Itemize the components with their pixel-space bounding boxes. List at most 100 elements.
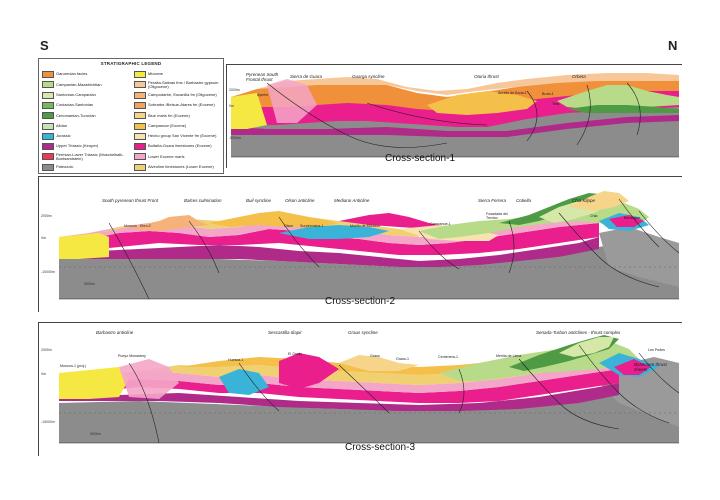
section-3-well-label: Merilla de Liena: [496, 354, 522, 358]
section-2-well-label: Campanue-1: [430, 222, 451, 226]
legend-item: Campanuar (Eocene): [134, 122, 226, 131]
legend-label: Santonian-Campanian: [56, 91, 96, 97]
legend-swatch: [134, 101, 146, 109]
cross-section-1-title: Cross-section-1: [384, 153, 456, 164]
section-3-annotation: Graus syncline: [348, 330, 378, 335]
section-2-well-label: Benasque: [624, 216, 641, 220]
section-3-scale-label: -10000m: [41, 420, 55, 424]
section-1-scale-label: -5000m: [229, 136, 241, 140]
section-2-scale-label: 5000m: [84, 282, 95, 286]
section-2-annotation: Sierra Ferrera: [478, 198, 507, 203]
legend-swatch: [42, 81, 54, 89]
legend-swatch: [134, 91, 146, 99]
section-2-annotation: Olson anticline: [285, 198, 315, 203]
section-2-well-label: Surpirenaica-1: [300, 224, 324, 228]
legend-swatch: [134, 122, 146, 130]
legend-label: Lower Eocene marls: [148, 153, 185, 159]
section-3-well-label: Huesca-1: [228, 358, 244, 362]
legend-item: Santonian-Campanian: [42, 91, 134, 100]
section-3-annotation: Sescastilla diapir: [268, 330, 302, 335]
section-3-scale-label: 2000m: [41, 348, 52, 352]
section-3-scale-label: 5000m: [90, 432, 101, 436]
legend-swatch: [134, 163, 146, 171]
legend-label: Campanian-Maastrichtian: [56, 81, 102, 87]
legend-swatch: [134, 132, 146, 140]
section-3-well-label: Monzon-1 (proj.): [60, 364, 87, 368]
compass-south: S: [40, 38, 49, 53]
legend-label: Paleozoic: [56, 164, 74, 170]
section-1-well-label: Aurelio de Boria-1: [498, 91, 527, 95]
section-1-annotation: Orbeta: [572, 74, 586, 79]
section-3-scale-label: 0m: [41, 372, 46, 376]
section-2-scale-label: -10000m: [41, 270, 55, 274]
cross-section-1-drawing: [227, 65, 683, 169]
legend-item: Upper Triassic (Keuper): [42, 142, 134, 151]
legend-label: Peralta-Salinas fms / Barbastro gypsum (…: [148, 79, 219, 89]
cross-section-2-drawing: [39, 177, 683, 313]
legend-item: Coniacian-Santonian: [42, 101, 134, 110]
legend-label: Blue marls fm (Eocene): [148, 112, 190, 118]
legend-item: Campanian-Maastrichtian: [42, 80, 134, 89]
section-2-well-label: Fosadada del Treviso: [486, 212, 508, 220]
legend-label: Albian: [56, 122, 68, 128]
legend-label: Boltaña-Guara limestones (Eocene): [148, 143, 212, 149]
legend-label: Cenomanian-Turonian: [56, 112, 96, 118]
legend-item: Albian: [42, 122, 134, 131]
legend-label: Alveoline limestones (Lower Eocene): [148, 164, 214, 170]
legend-item: Lower Eocene marls: [134, 152, 226, 161]
cross-section-1-panel: [226, 64, 683, 169]
cross-section-2-title: Cross-section-2: [324, 296, 396, 307]
section-1-scale-label: 2000m: [229, 88, 240, 92]
legend-label: Permian-Lower Triassic (Muschelkalk-Bunt…: [56, 151, 124, 161]
legend-item: Jurassic: [42, 132, 134, 141]
cross-section-3-panel: [38, 322, 683, 457]
legend-label: Jurassic: [56, 133, 71, 139]
legend-item: Blue marls fm (Eocene): [134, 111, 226, 120]
section-2-well-label: Chia: [590, 214, 598, 218]
legend-swatch: [42, 91, 54, 99]
legend-swatch: [42, 153, 54, 161]
stratigraphic-legend: STRATIGRAPHIC LEGEND Garumnian facies Cam…: [38, 58, 224, 174]
section-1-annotation: Sierra de Guara: [290, 74, 323, 79]
legend-swatch: [134, 71, 146, 78]
section-2-well-label: Monzon: [124, 224, 137, 228]
section-3-well-label: Graus: [370, 354, 380, 358]
legend-item: Sobrarbe /Belsue-Atares fm (Eocene): [134, 101, 226, 110]
cross-section-3-title: Cross-section-3: [344, 442, 416, 453]
legend-swatch: [134, 153, 146, 161]
legend-swatch: [42, 143, 54, 151]
section-2-annotation: Cotiella: [516, 198, 532, 203]
legend-swatch: [134, 81, 146, 89]
legend-title: STRATIGRAPHIC LEGEND: [100, 61, 162, 66]
legend-label: Hecho group San Vicente fm (Eocene): [148, 133, 217, 139]
section-1-well-label: Tella: [552, 102, 560, 106]
legend-item: Cenomanian-Turonian: [42, 111, 134, 120]
section-2-annotation: Mediano Anticline: [334, 198, 370, 203]
legend-swatch: [42, 132, 54, 140]
section-3-well-label: Graus-1: [396, 357, 409, 361]
section-2-well-label: Olson: [284, 224, 294, 228]
cross-section-2-panel: [38, 176, 683, 313]
section-2-well-label: Morillo de Monclus: [350, 224, 380, 228]
compass-north: N: [668, 38, 678, 53]
legend-item: Peralta-Salinas fms / Barbastro gypsum (…: [134, 80, 226, 89]
section-3-annotation: Senada-Turbon anticlines - thrust comple…: [536, 330, 621, 335]
legend-label: Campodarbe, Escanilla fm (Oligocene): [148, 91, 217, 97]
section-2-scale-label: 0m: [41, 236, 46, 240]
legend-label: Coniacian-Santonian: [56, 102, 94, 108]
legend-item: Permian-Lower Triassic (Muschelkalk-Bunt…: [42, 152, 134, 161]
section-3-well-label: El Grado: [288, 352, 303, 356]
legend-label: Upper Triassic (Keuper): [56, 143, 99, 149]
legend-item: Hecho group San Vicente fm (Eocene): [134, 132, 226, 141]
legend-item: Paleozoic: [42, 163, 134, 172]
section-3-annotation: Barbastro anticline: [96, 330, 134, 335]
section-2-annotation: Balces culmination: [184, 198, 222, 203]
section-1-well-label: Ayerbe: [257, 93, 269, 97]
section-1-scale-label: 0m: [229, 104, 234, 108]
legend-swatch: [134, 112, 146, 120]
legend-swatch: [134, 143, 146, 151]
legend-swatch: [42, 163, 54, 171]
section-2-annotation: Chia Klippe: [572, 198, 596, 203]
legend-swatch: [42, 122, 54, 130]
section-1-annotation: Guarga syncline: [352, 74, 385, 79]
